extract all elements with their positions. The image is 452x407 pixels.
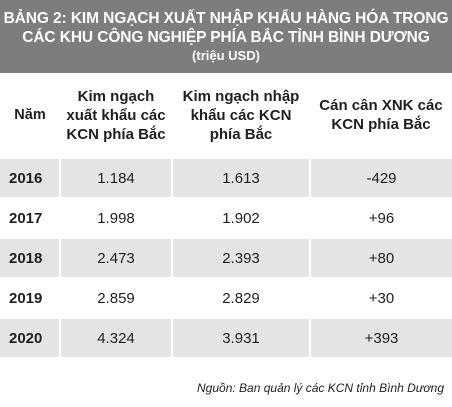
cell-balance: +80: [309, 237, 452, 278]
cell-year: 2019: [0, 277, 60, 318]
trade-table: Năm Kim ngạch xuất khẩu các KCN phía Bắc…: [0, 73, 452, 357]
cell-balance: +96: [309, 197, 452, 238]
header-balance: Cán cân XNK các KCN phía Bắc: [310, 73, 452, 159]
cell-export: 4.324: [59, 317, 172, 357]
header-import: Kim ngạch nhập khẩu các KCN phía Bắc: [172, 73, 310, 159]
table-title-banner: BẢNG 2: KIM NGẠCH XUẤT NHẬP KHẨU HÀNG HÓ…: [0, 0, 452, 73]
cell-import: 1.902: [171, 197, 310, 238]
cell-import: 3.931: [171, 317, 310, 357]
header-export: Kim ngạch xuất khẩu các KCN phía Bắc: [60, 73, 172, 159]
cell-import: 2.829: [171, 277, 310, 318]
source-note: Nguồn: Ban quản lý các KCN tỉnh Bình Dươ…: [197, 381, 444, 395]
cell-year: 2020: [0, 317, 60, 357]
table-row: 2016 1.184 1.613 -429: [0, 157, 452, 198]
cell-export: 2.473: [59, 237, 172, 278]
cell-year: 2016: [0, 157, 60, 198]
cell-export: 1.184: [59, 157, 172, 198]
cell-import: 1.613: [171, 157, 310, 198]
table-row: 2019 2.859 2.829 +30: [0, 277, 452, 318]
cell-export: 1.998: [59, 197, 172, 238]
cell-export: 2.859: [59, 277, 172, 318]
cell-import: 2.393: [171, 237, 310, 278]
cell-balance: -429: [309, 157, 452, 198]
cell-balance: +393: [309, 317, 452, 357]
header-year: Năm: [0, 73, 60, 159]
cell-year: 2018: [0, 237, 60, 278]
table-row: 2017 1.998 1.902 +96: [0, 197, 452, 238]
table-header-row: Năm Kim ngạch xuất khẩu các KCN phía Bắc…: [0, 73, 452, 159]
cell-balance: +30: [309, 277, 452, 318]
cell-year: 2017: [0, 197, 60, 238]
table-title-line-2: CÁC KHU CÔNG NGHIỆP PHÍA BẮC TỈNH BÌNH D…: [22, 29, 430, 46]
table-row: 2018 2.473 2.393 +80: [0, 237, 452, 278]
table-unit: (triệu USD): [192, 48, 260, 63]
table-title-line-1: BẢNG 2: KIM NGẠCH XUẤT NHẬP KHẨU HÀNG HÓ…: [3, 10, 449, 27]
table-row: 2020 4.324 3.931 +393: [0, 317, 452, 357]
